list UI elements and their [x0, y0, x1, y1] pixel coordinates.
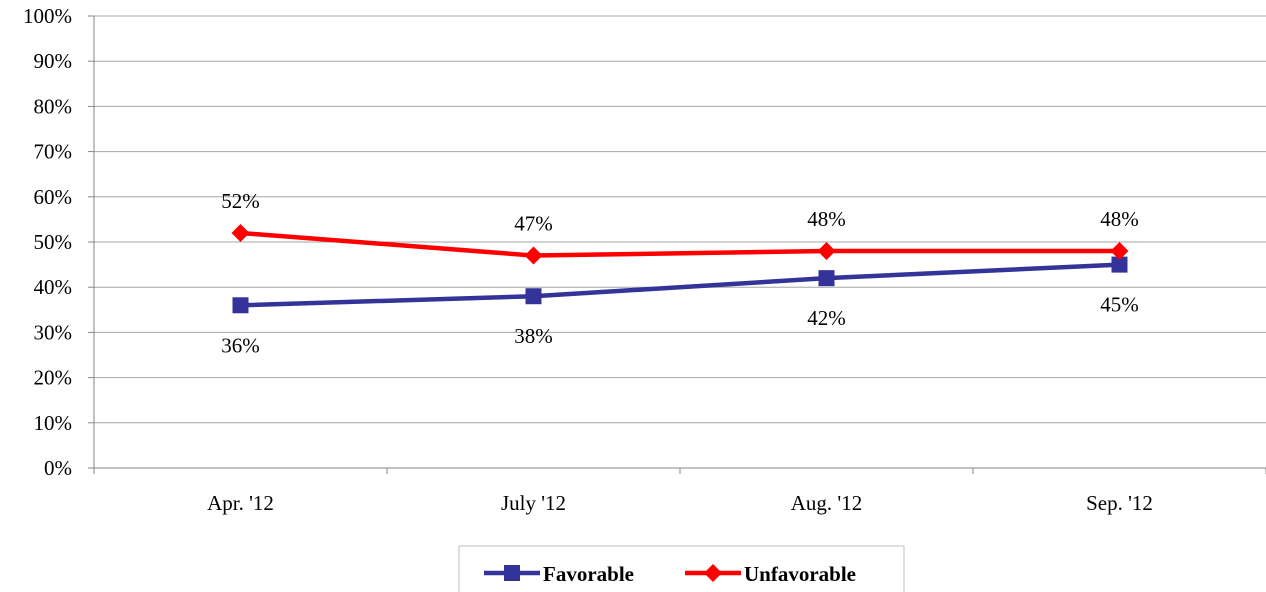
y-tick-label: 20%: [34, 366, 73, 390]
gridlines: [94, 15, 1266, 424]
y-axis-ticks: 0% 10% 20% 30% 40% 50% 60% 70% 80% 90% 100%: [23, 4, 72, 480]
y-tick-label: 70%: [34, 140, 73, 164]
unfavorable-point: [817, 242, 836, 261]
favorable-data-label: 42%: [807, 306, 846, 330]
legend-label-favorable: Favorable: [543, 562, 634, 586]
unfavorable-point: [524, 246, 543, 265]
favorable-data-label: 36%: [221, 333, 260, 357]
y-tick-label: 40%: [34, 275, 73, 299]
legend-box: [458, 545, 905, 592]
unfavorable-point: [231, 223, 250, 242]
x-tick-label: Apr. '12: [207, 491, 274, 515]
favorable-data-label: 38%: [514, 324, 553, 348]
favorable-line: [240, 262, 1120, 308]
y-tick-label: 50%: [34, 230, 73, 254]
favorable-point: [818, 270, 835, 287]
favorable-point: [525, 288, 542, 305]
unfavorable-data-label: 47%: [514, 212, 553, 236]
x-tick-label: Aug. '12: [791, 491, 862, 515]
legend-marker-unfavorable: [704, 564, 722, 582]
legend: Favorable Unfavorable: [458, 545, 905, 592]
y-tick-label: 60%: [34, 185, 73, 209]
unfavorable-data-label: 48%: [807, 207, 846, 231]
series-group: [231, 223, 1129, 314]
unfavorable-data-label: 48%: [1100, 207, 1139, 231]
unfavorable-point: [1110, 242, 1129, 261]
unfavorable-data-label: 52%: [221, 189, 260, 213]
axes: [88, 15, 1266, 474]
x-tick-label: July '12: [501, 491, 566, 515]
legend-label-unfavorable: Unfavorable: [744, 562, 856, 586]
y-tick-label: 80%: [34, 94, 73, 118]
favorable-point: [232, 297, 249, 314]
x-tick-label: Sep. '12: [1086, 491, 1153, 515]
favorable-point: [1111, 256, 1128, 273]
y-tick-label: 30%: [34, 320, 73, 344]
y-tick-label: 90%: [34, 49, 73, 73]
legend-marker-favorable: [504, 565, 520, 581]
y-tick-label: 100%: [23, 4, 72, 28]
unfavorable-line: [240, 230, 1120, 258]
favorable-data-label: 45%: [1100, 293, 1139, 317]
y-tick-label: 0%: [44, 456, 72, 480]
x-axis-ticks: Apr. '12 July '12 Aug. '12 Sep. '12: [207, 491, 1153, 515]
y-tick-label: 10%: [34, 411, 73, 435]
data-labels: 36% 38% 42% 45% 52% 47% 48% 48%: [221, 189, 1139, 357]
